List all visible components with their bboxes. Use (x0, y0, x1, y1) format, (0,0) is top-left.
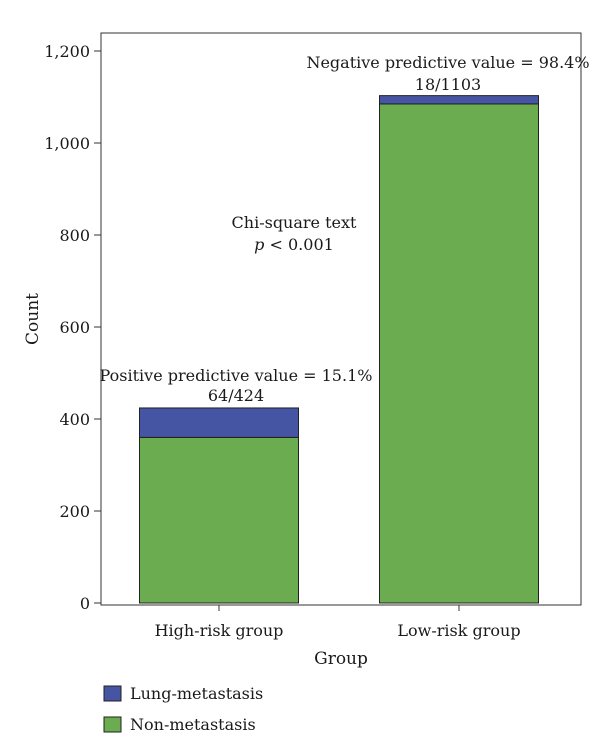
y-tick-label: 1,000 (44, 134, 90, 153)
bar-lung-metastasis-0 (139, 407, 299, 438)
y-tick-label: 400 (59, 410, 90, 429)
y-axis-title: Count (23, 293, 43, 345)
bar-non-metastasis-0 (139, 436, 299, 604)
legend-label: Lung-metastasis (130, 684, 263, 703)
npv-count-annotation: 18/1103 (415, 75, 481, 94)
y-axis-ticks: 0 200 400 600 800 1,000 1,200 (44, 42, 101, 613)
legend: Lung-metastasis Non-metastasis (103, 684, 263, 734)
bars (139, 95, 539, 604)
x-axis-title: Group (314, 649, 368, 669)
p-value-rest: < 0.001 (264, 235, 333, 254)
y-tick-label: 1,200 (44, 42, 90, 61)
legend-swatch (103, 685, 122, 702)
bar-lung-metastasis-1 (379, 95, 539, 105)
x-tick-label: Low-risk group (397, 621, 520, 640)
ppv-count-annotation: 64/424 (208, 386, 264, 405)
bar-non-metastasis-1 (379, 103, 539, 604)
x-axis-ticks: High-risk group Low-risk group (155, 605, 521, 640)
p-symbol: p (254, 235, 264, 254)
p-value-annotation: p < 0.001 (254, 235, 334, 254)
y-tick-label: 600 (59, 318, 90, 337)
chi-square-annotation: Chi-square text (232, 213, 357, 232)
x-tick-label: High-risk group (155, 621, 284, 640)
npv-annotation: Negative predictive value = 98.4% (306, 53, 589, 72)
ppv-annotation: Positive predictive value = 15.1% (100, 366, 373, 385)
plot-frame (100, 32, 582, 606)
y-tick-label: 0 (80, 594, 90, 613)
legend-label: Non-metastasis (130, 715, 256, 734)
y-tick-label: 200 (59, 502, 90, 521)
y-tick-label: 800 (59, 226, 90, 245)
legend-swatch (103, 716, 122, 733)
